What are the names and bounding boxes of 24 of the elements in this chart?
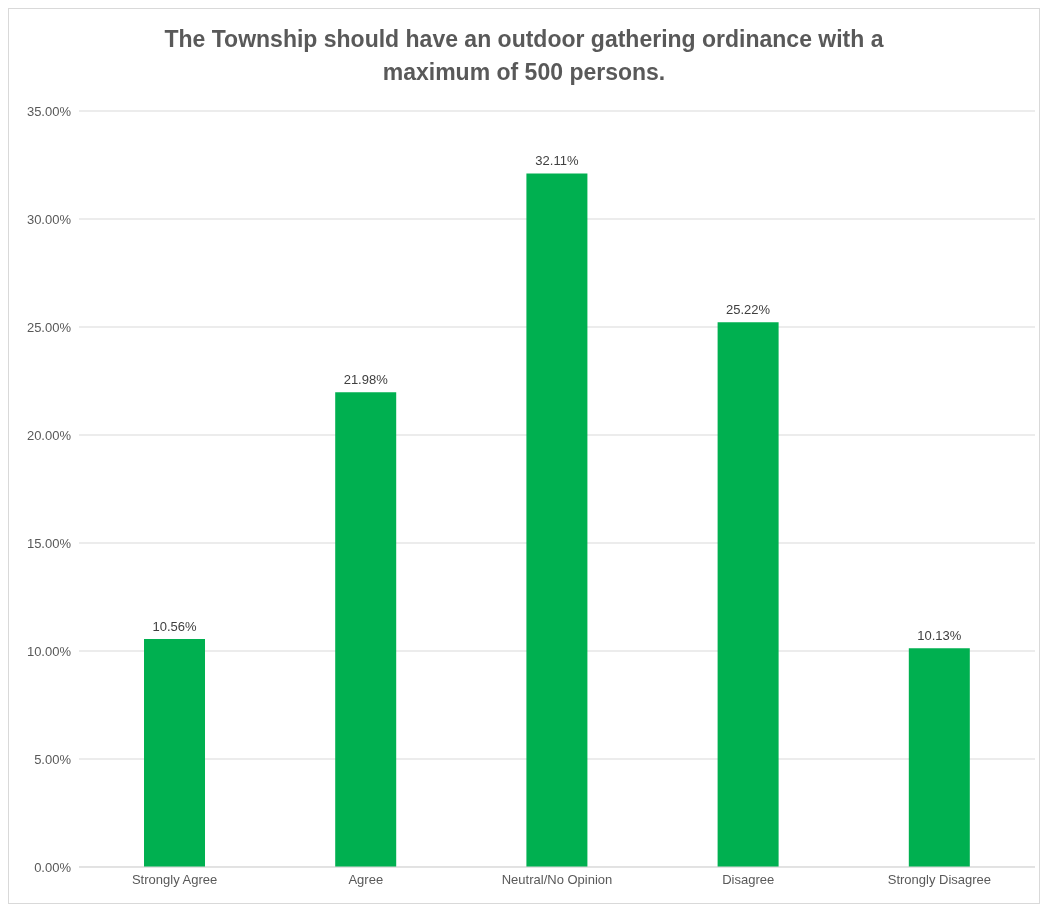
y-tick-label: 35.00%: [26, 103, 72, 119]
y-tick-label: 15.00%: [26, 535, 72, 551]
y-tick-label: 5.00%: [34, 751, 72, 767]
x-tick-label: Strongly Agree: [131, 872, 218, 888]
data-label: 25.22%: [726, 302, 771, 318]
bar: [144, 638, 206, 867]
x-tick-label: Disagree: [722, 872, 775, 888]
y-tick-label: 20.00%: [26, 427, 72, 443]
data-label: 21.98%: [343, 372, 389, 388]
data-label: 32.11%: [535, 153, 579, 169]
data-label: 10.56%: [152, 618, 197, 634]
x-tick-label: Neutral/No Opinion: [501, 872, 613, 888]
chart-title: The Township should have an outdoor gathering ordinance with a maximum of 500 persons.: [163, 25, 885, 87]
bar: [717, 322, 779, 867]
bar: [908, 648, 970, 867]
x-tick-label: Strongly Disagree: [887, 872, 992, 888]
y-tick-label: 0.00%: [34, 859, 72, 875]
x-tick-label: Agree: [348, 872, 384, 888]
y-tick-label: 30.00%: [26, 211, 72, 227]
bar: [526, 173, 588, 867]
y-tick-label: 25.00%: [26, 319, 72, 335]
data-label: 10.13%: [917, 628, 962, 644]
bar: [335, 392, 397, 867]
y-tick-label: 10.00%: [26, 643, 72, 659]
